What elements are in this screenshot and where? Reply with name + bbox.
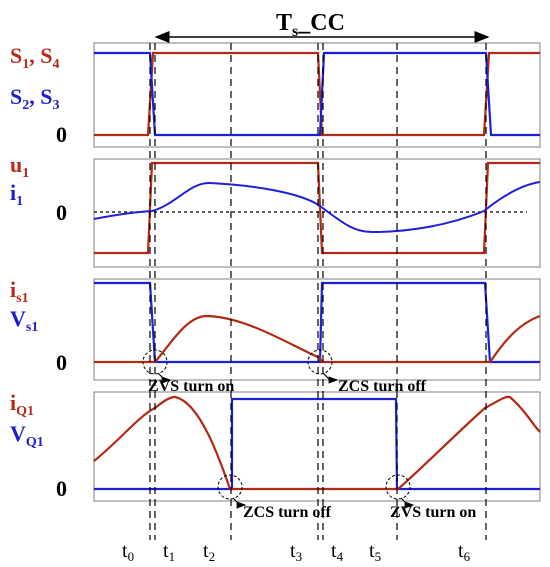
trace-is1 (94, 314, 541, 364)
time-label-t0: t0 (122, 540, 134, 564)
panel-frame-switch-s1 (93, 278, 541, 381)
annotation-arrows (157, 372, 415, 509)
label-vq1: VQ1 (10, 421, 44, 450)
zero-label-p2: 0 (56, 200, 67, 225)
zero-label-p4: 0 (56, 476, 67, 501)
label-i1: i1 (10, 180, 23, 209)
panel-frame-diode-q1 (93, 391, 541, 502)
annotation-zcs-off-2: ZCS turn off (243, 504, 332, 521)
time-markers (149, 43, 487, 540)
panel-frame-switch (93, 42, 541, 148)
time-label-t1: t1 (163, 540, 175, 564)
trace-i1 (93, 181, 541, 234)
label-s2-s3: S2, S3 (10, 84, 60, 113)
trace-vq1 (94, 397, 540, 491)
circle-zcs-off-2 (217, 474, 243, 500)
label-vs1: Vs1 (10, 306, 38, 335)
annotation-zvs-on-2: ZVS turn on (390, 504, 476, 521)
period-label: Ts_CC (276, 10, 345, 40)
zero-label-p3: 0 (56, 350, 67, 375)
trace-u1 (94, 161, 540, 255)
time-label-t6: t6 (458, 540, 471, 564)
circle-zvs-on-2 (385, 474, 411, 500)
label-s1-s4: S1, S4 (10, 43, 60, 72)
trace-iq1 (93, 395, 541, 491)
time-label-t2: t2 (203, 540, 215, 564)
annotation-zvs-on-1: ZVS turn on (148, 378, 234, 395)
trace-s2-s3 (94, 51, 540, 137)
event-circles (142, 349, 411, 500)
label-u1: u1 (10, 152, 29, 181)
time-label-t5: t5 (369, 540, 381, 564)
time-label-t3: t3 (290, 540, 302, 564)
zero-label-p1: 0 (56, 122, 67, 147)
trace-s1-s4 (94, 51, 540, 137)
trace-vs1 (94, 281, 540, 364)
circle-zvs-on-1 (142, 349, 168, 375)
time-label-t4: t4 (331, 540, 344, 564)
panel-frame-input (93, 158, 541, 268)
annotation-zcs-off-1: ZCS turn off (338, 378, 427, 395)
circle-zcs-off-1 (307, 349, 333, 375)
label-is1: is1 (10, 277, 29, 306)
label-iq1: iQ1 (10, 390, 34, 419)
